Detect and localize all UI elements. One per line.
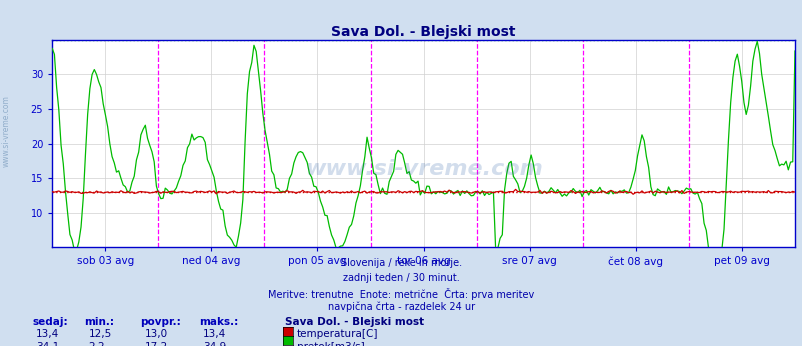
Text: 13,0: 13,0 <box>144 329 168 339</box>
Text: pretok[m3/s]: pretok[m3/s] <box>297 342 364 346</box>
Text: povpr.:: povpr.: <box>140 317 181 327</box>
Text: 13,4: 13,4 <box>203 329 226 339</box>
Text: 13,4: 13,4 <box>36 329 59 339</box>
Text: www.si-vreme.com: www.si-vreme.com <box>304 158 542 179</box>
Title: Sava Dol. - Blejski most: Sava Dol. - Blejski most <box>331 25 515 39</box>
Text: sedaj:: sedaj: <box>32 317 67 327</box>
Text: zadnji teden / 30 minut.: zadnji teden / 30 minut. <box>342 273 460 283</box>
Text: Slovenija / reke in morje.: Slovenija / reke in morje. <box>341 258 461 268</box>
Text: maks.:: maks.: <box>199 317 238 327</box>
Text: www.si-vreme.com: www.si-vreme.com <box>2 95 11 167</box>
Text: Meritve: trenutne  Enote: metrične  Črta: prva meritev: Meritve: trenutne Enote: metrične Črta: … <box>268 288 534 300</box>
Text: Sava Dol. - Blejski most: Sava Dol. - Blejski most <box>285 317 423 327</box>
Text: 2,2: 2,2 <box>88 342 105 346</box>
Text: 17,2: 17,2 <box>144 342 168 346</box>
Text: 12,5: 12,5 <box>88 329 111 339</box>
Text: temperatura[C]: temperatura[C] <box>297 329 378 339</box>
Text: navpična črta - razdelek 24 ur: navpična črta - razdelek 24 ur <box>327 302 475 312</box>
Text: 34,9: 34,9 <box>203 342 226 346</box>
Text: 34,1: 34,1 <box>36 342 59 346</box>
Text: min.:: min.: <box>84 317 114 327</box>
